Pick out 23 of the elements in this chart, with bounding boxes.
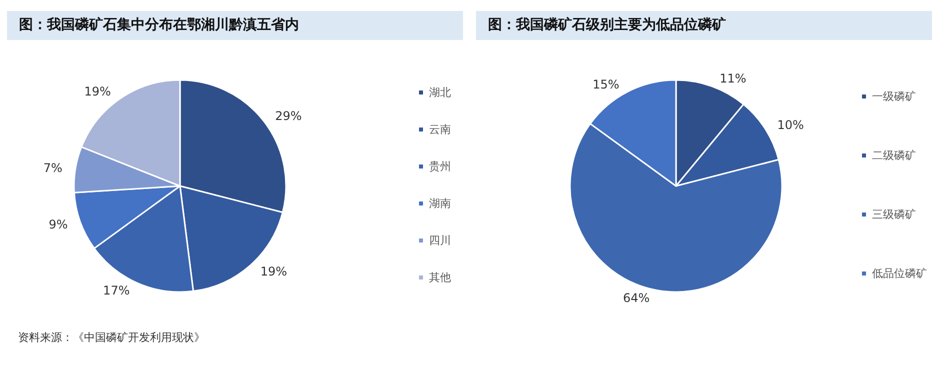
chart-title: 图：我国磷矿石集中分布在鄂湘川黔滇五省内 [7, 11, 463, 40]
legend-label: 四川 [429, 234, 451, 247]
legend-label: 云南 [429, 123, 451, 136]
data-label: 15% [592, 77, 620, 92]
text: 资料来源：《中国磷矿开发利用现状》 [18, 330, 205, 345]
legend-label: 三级磷矿 [872, 208, 916, 221]
legend-label: 低品位磷矿 [872, 267, 927, 280]
legend-label: 湖北 [429, 86, 451, 99]
legend-label: 一级磷矿 [872, 90, 916, 103]
legend-label: 二级磷矿 [872, 149, 916, 162]
chart-title: 图：我国磷矿石级别主要为低品位磷矿 [476, 11, 932, 40]
legend-label: 贵州 [429, 160, 451, 173]
legend-label: 湖南 [429, 197, 451, 210]
data-label: 11% [720, 72, 746, 86]
data-label: 29% [275, 109, 302, 124]
legend-label: 其他 [429, 271, 451, 284]
data-label: 10% [777, 118, 804, 132]
data-label: 64% [622, 290, 650, 305]
data-label: 19% [260, 264, 288, 279]
data-label: 19% [84, 84, 111, 99]
data-label: 9% [48, 218, 68, 232]
data-label: 17% [103, 284, 130, 298]
data-label: 7% [43, 161, 62, 176]
